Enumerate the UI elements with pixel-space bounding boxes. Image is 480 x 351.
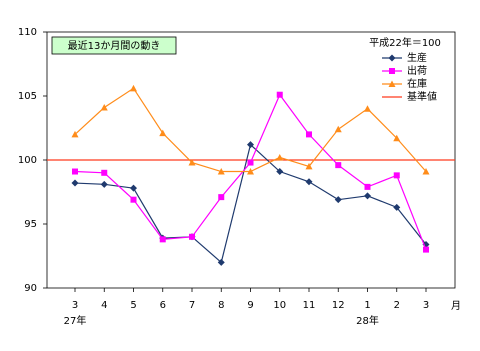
marker xyxy=(247,141,254,149)
marker xyxy=(276,153,284,161)
marker xyxy=(334,196,342,204)
marker xyxy=(100,104,108,111)
marker xyxy=(217,168,225,175)
x-tick-label: 1 xyxy=(364,300,370,311)
x-tick-label: 3 xyxy=(72,300,78,311)
marker xyxy=(276,168,284,176)
marker xyxy=(364,192,371,200)
x-tick-label: 9 xyxy=(247,300,253,311)
legend-label: 在庫 xyxy=(407,77,427,90)
marker xyxy=(393,203,401,211)
x-tick-label: 4 xyxy=(101,300,107,311)
legend-title: 平成22年＝100 xyxy=(369,36,441,49)
marker xyxy=(305,162,313,170)
y-tick-label: 110 xyxy=(18,27,37,38)
marker xyxy=(101,169,108,176)
legend-label: 基準値 xyxy=(407,90,437,103)
marker xyxy=(389,68,395,74)
marker xyxy=(388,54,396,62)
marker xyxy=(247,168,254,175)
y-tick-label: 95 xyxy=(24,219,37,230)
marker xyxy=(393,172,400,179)
marker xyxy=(364,105,371,112)
y-tick-label: 90 xyxy=(24,283,37,294)
x-tick-label: 2 xyxy=(394,300,400,311)
year-label: 28年 xyxy=(356,314,379,327)
year-label: 27年 xyxy=(64,314,87,327)
marker xyxy=(334,125,342,133)
marker xyxy=(393,134,401,142)
marker xyxy=(217,258,225,266)
marker xyxy=(305,178,313,186)
x-unit: 月 xyxy=(451,300,461,312)
marker xyxy=(422,168,430,175)
x-tick-label: 10 xyxy=(273,300,286,311)
x-tick-label: 11 xyxy=(303,300,316,311)
marker xyxy=(189,233,195,240)
x-tick-label: 3 xyxy=(423,300,429,311)
x-tick-label: 8 xyxy=(218,300,224,311)
title-box xyxy=(51,36,177,55)
y-tick-label: 105 xyxy=(18,91,37,102)
marker xyxy=(218,194,225,201)
legend-label: 出荷 xyxy=(407,64,427,77)
marker xyxy=(130,196,137,203)
marker xyxy=(276,91,283,98)
marker xyxy=(335,162,342,169)
marker xyxy=(71,179,79,187)
marker xyxy=(159,236,166,243)
marker xyxy=(247,159,254,166)
y-tick-label: 100 xyxy=(18,155,37,166)
x-tick-label: 7 xyxy=(189,300,195,311)
marker xyxy=(159,129,167,137)
marker xyxy=(306,131,312,138)
x-tick-label: 5 xyxy=(130,300,136,311)
marker xyxy=(423,246,429,253)
x-tick-label: 6 xyxy=(160,300,166,311)
chart-title: 最近13か月間の動き xyxy=(68,39,161,52)
marker xyxy=(71,130,79,138)
marker xyxy=(72,168,78,175)
legend-label: 生産 xyxy=(407,51,427,64)
marker xyxy=(130,84,137,92)
marker xyxy=(130,184,137,192)
marker xyxy=(388,80,396,87)
marker xyxy=(364,183,371,190)
marker xyxy=(100,180,108,188)
marker xyxy=(188,159,196,166)
x-tick-label: 12 xyxy=(332,300,345,311)
